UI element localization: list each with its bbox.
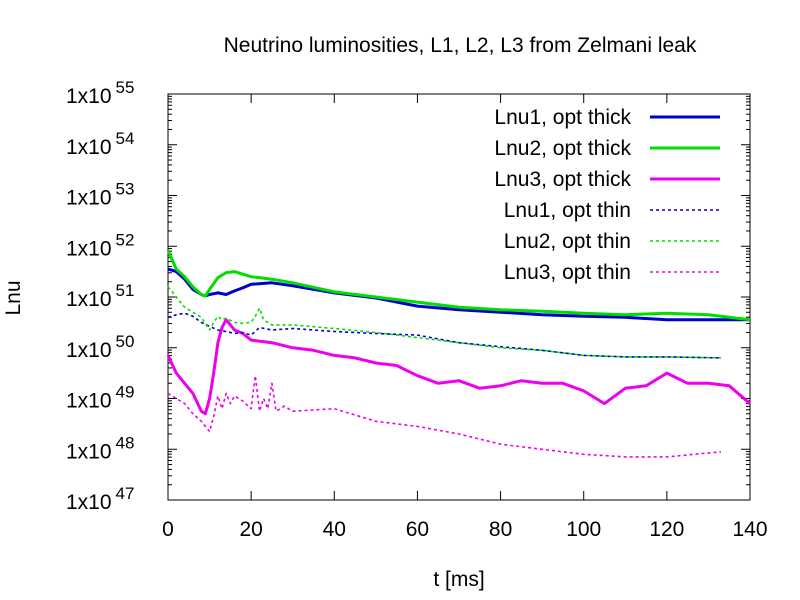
y-tick-label: 1x10 49 bbox=[66, 383, 134, 413]
legend-label-5: Lnu2, opt thin bbox=[504, 230, 631, 253]
x-tick-label: 120 bbox=[649, 518, 684, 541]
series-line-6 bbox=[167, 374, 721, 458]
x-tick-label: 40 bbox=[323, 518, 346, 541]
legend: Lnu1, opt thick Lnu2, opt thick Lnu3, opt … bbox=[494, 106, 720, 284]
y-axis: 1x10 47 1x10 48 1x10 49 1x10 50 1x10 51 1x10 52 1x10… bbox=[66, 78, 750, 514]
x-tick-label: 80 bbox=[489, 518, 512, 541]
x-tick-label: 140 bbox=[732, 518, 767, 541]
y-tick-label: 1x10 48 bbox=[66, 433, 134, 463]
y-tick-label: 1x10 52 bbox=[66, 230, 134, 260]
x-axis-label: t [ms] bbox=[433, 568, 484, 591]
y-tick-label: 1x10 55 bbox=[66, 78, 134, 108]
chart-title: Neutrino luminosities, L1, L2, L3 from Z… bbox=[224, 34, 697, 57]
y-tick-label: 1x10 47 bbox=[66, 484, 134, 514]
series-lines bbox=[166, 249, 751, 458]
legend-label-3: Lnu3, opt thick bbox=[494, 168, 631, 191]
y-tick-label: 1x10 53 bbox=[66, 180, 134, 210]
legend-label-2: Lnu2, opt thick bbox=[494, 137, 631, 160]
legend-label-4: Lnu1, opt thin bbox=[504, 199, 631, 222]
x-tick-label: 20 bbox=[239, 518, 262, 541]
y-tick-label: 1x10 54 bbox=[66, 129, 134, 159]
series-line-5 bbox=[167, 286, 721, 359]
y-tick-label: 1x10 50 bbox=[66, 332, 134, 362]
x-tick-label: 100 bbox=[566, 518, 601, 541]
y-tick-label: 1x10 51 bbox=[66, 281, 134, 311]
series-line-3 bbox=[166, 318, 751, 416]
x-axis: 0 20 40 60 80 100 120 140 bbox=[162, 94, 768, 541]
legend-label-1: Lnu1, opt thick bbox=[494, 106, 631, 129]
x-tick-label: 60 bbox=[406, 518, 429, 541]
series-line-4 bbox=[167, 312, 721, 359]
series-line-2 bbox=[166, 249, 751, 322]
plot-frame bbox=[167, 93, 751, 501]
x-tick-label: 0 bbox=[162, 518, 174, 541]
legend-label-6: Lnu3, opt thin bbox=[504, 261, 631, 284]
y-axis-label: Lnu bbox=[2, 280, 25, 315]
